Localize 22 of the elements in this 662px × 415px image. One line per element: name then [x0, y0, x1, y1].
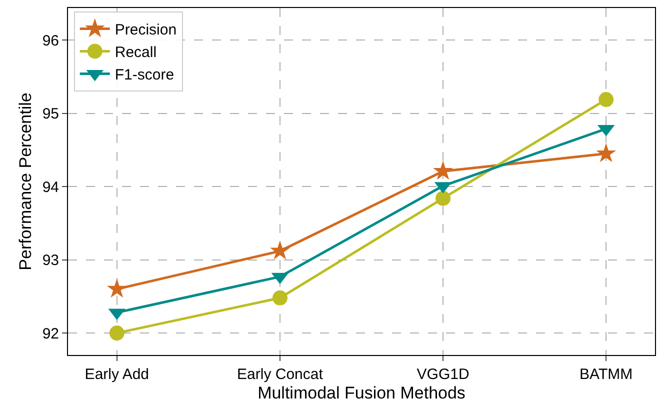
point [433, 160, 454, 180]
x-axis-title: Multimodal Fusion Methods [258, 383, 466, 402]
point [598, 92, 614, 108]
y-tick-label: 92 [42, 325, 59, 342]
y-tick-label: 94 [42, 178, 59, 196]
x-tick-label: Early Add [84, 366, 150, 383]
point [436, 190, 451, 206]
x-tick-label: Early Concat [237, 366, 324, 383]
point [596, 143, 616, 162]
y-tick-label: 93 [42, 252, 59, 270]
point [270, 240, 290, 260]
y-axis-title: Performance Percentile [16, 92, 35, 270]
point [272, 290, 288, 306]
point [109, 326, 124, 341]
legend-label: F1-score [114, 66, 174, 84]
x-tick-label: BATMM [580, 366, 633, 383]
x-tick-label: VGG1D [416, 366, 470, 383]
point [106, 278, 127, 298]
y-tick-label: 95 [42, 106, 59, 123]
legend-label: Recall [114, 44, 157, 62]
y-tick-label: 96 [42, 32, 59, 50]
legend-label: Precision [114, 22, 177, 39]
